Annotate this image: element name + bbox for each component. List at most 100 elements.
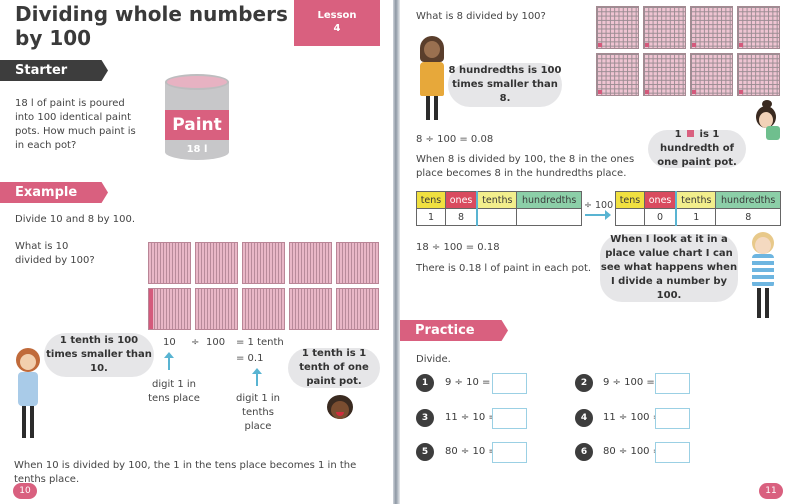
page-number-right: 11 — [759, 483, 783, 499]
question-number-badge: 5 — [416, 443, 434, 461]
answer-box-5[interactable] — [492, 442, 527, 463]
page-title: Dividing whole numbers by 100 — [15, 2, 288, 50]
hundred-square — [737, 6, 780, 49]
example-banner: Example — [0, 182, 108, 203]
eq-result-2: = 0.1 — [236, 353, 264, 364]
question-text: 9 ÷ 100 = — [603, 377, 655, 388]
pv-header-ones: ones — [444, 191, 478, 209]
tenth-block — [289, 242, 332, 284]
eq-op: ÷ — [191, 337, 200, 348]
question-8: What is 8 divided by 100? — [416, 11, 546, 22]
arrow-up-icon — [164, 352, 174, 370]
place-value-table-after: tens ones tenths hundredths 0 1 8 — [615, 191, 781, 226]
answer-box-3[interactable] — [492, 408, 527, 429]
pv-cell: 0 — [643, 208, 677, 226]
eq-dividend: 10 — [163, 337, 176, 348]
bubble-hundredth-pre: 1 — [674, 129, 682, 140]
girl-character-icon — [420, 36, 444, 122]
question-text: 80 ÷ 100 = — [603, 446, 662, 457]
speech-bubble-boy: 1 tenth is 100 times smaller than 10. — [44, 333, 154, 377]
label-tens-place: digit 1 in tens place — [148, 379, 200, 404]
tenth-block — [289, 288, 332, 330]
example-conclusion: When 10 is divided by 100, the 1 in the … — [14, 460, 357, 485]
pv-header-tens: tens — [416, 191, 446, 209]
speech-bubble-hundredth: 1 is 1 hundredth of one paint pot. — [648, 129, 746, 168]
paint-can-label: Paint — [165, 110, 229, 140]
answer-box-6[interactable] — [655, 442, 690, 463]
practice-instruction: Divide. — [416, 354, 451, 365]
boy-striped-character-icon — [750, 232, 776, 318]
lesson-badge: Lesson 4 — [294, 0, 380, 46]
label-tenths-place: digit 1 in tenths place — [235, 393, 280, 432]
eq-result-1: = 1 tenth — [236, 337, 284, 348]
hundred-square — [690, 53, 733, 96]
starter-text: 18 l of paint is poured into 100 identic… — [15, 98, 136, 151]
hundred-square — [737, 53, 780, 96]
question-number-badge: 6 — [575, 443, 593, 461]
answer-box-1[interactable] — [492, 373, 527, 394]
question-number-badge: 3 — [416, 409, 434, 427]
starter-banner: Starter — [0, 60, 108, 81]
book-spine — [393, 0, 400, 504]
page-number-left: 10 — [13, 483, 37, 499]
example-intro: Divide 10 and 8 by 100. — [15, 214, 135, 225]
hundred-square — [690, 6, 733, 49]
speech-bubble-girl: 8 hundredths is 100 times smaller than 8… — [448, 63, 562, 107]
paint-can-icon: Paint 18 l — [165, 74, 229, 166]
small-square-icon — [687, 130, 695, 137]
pv-cell — [516, 208, 582, 226]
tenth-block — [195, 288, 238, 330]
question-text: 80 ÷ 10 = — [445, 446, 497, 457]
speech-bubble-kid: 1 tenth is 1 tenth of one paint pot. — [288, 348, 380, 388]
explain-8: When 8 is divided by 100, the 8 in the o… — [416, 154, 635, 179]
pv-cell — [476, 208, 518, 226]
hundred-square — [596, 6, 639, 49]
equation-8-div-100: 8 ÷ 100 = 0.08 — [416, 134, 494, 145]
pv-header-hundredths: hundredths — [715, 191, 781, 209]
arrow-up-icon — [252, 368, 262, 386]
pv-cell: 8 — [444, 208, 478, 226]
girl-thinking-character-icon — [754, 100, 780, 144]
hundred-square — [643, 53, 686, 96]
hundred-square — [643, 6, 686, 49]
right-page: What is 8 divided by 100? 8 hundredths i… — [400, 0, 800, 504]
pv-cell: 1 — [675, 208, 717, 226]
place-value-table-before: tens ones tenths hundredths 1 8 — [416, 191, 582, 226]
hundredths-grid — [596, 6, 780, 96]
bubble-hundredth-post: is 1 hundredth of one paint pot. — [657, 129, 737, 168]
pv-header-hundredths: hundredths — [516, 191, 582, 209]
pv-cell — [615, 208, 645, 226]
question-text: 11 ÷ 10 = — [445, 412, 497, 423]
left-page: Dividing whole numbers by 100 Lesson 4 S… — [0, 0, 393, 504]
arrow-right-icon — [585, 210, 611, 220]
kid-character-icon — [327, 395, 353, 423]
eq-divisor: 100 — [206, 337, 226, 348]
equation-18-div-100: 18 ÷ 100 = 0.18 — [416, 242, 500, 253]
tenth-block — [148, 242, 191, 284]
hundred-square — [596, 53, 639, 96]
lesson-label: Lesson — [317, 10, 357, 21]
answer-text: There is 0.18 l of paint in each pot. — [416, 263, 592, 274]
pv-header-ones: ones — [643, 191, 677, 209]
pv-cell: 8 — [715, 208, 781, 226]
question-text: 11 ÷ 100 = — [603, 412, 662, 423]
answer-box-4[interactable] — [655, 408, 690, 429]
tenth-block — [242, 288, 285, 330]
example-question: What is 10 divided by 100? — [15, 241, 95, 266]
tenth-block — [336, 242, 379, 284]
question-number-badge: 1 — [416, 374, 434, 392]
question-number-badge: 4 — [575, 409, 593, 427]
lesson-number: 4 — [333, 23, 341, 34]
pv-header-tens: tens — [615, 191, 645, 209]
practice-banner: Practice — [400, 320, 508, 341]
pv-cell: 1 — [416, 208, 446, 226]
boy-character-icon — [16, 348, 40, 438]
tenth-block — [336, 288, 379, 330]
answer-box-2[interactable] — [655, 373, 690, 394]
tenths-grid — [148, 242, 379, 330]
speech-bubble-boy2: When I look at it in a place value chart… — [600, 234, 738, 302]
paint-can-volume: 18 l — [186, 144, 208, 155]
tenth-block — [242, 242, 285, 284]
tenth-block-highlighted — [148, 288, 191, 330]
tenth-block — [195, 242, 238, 284]
